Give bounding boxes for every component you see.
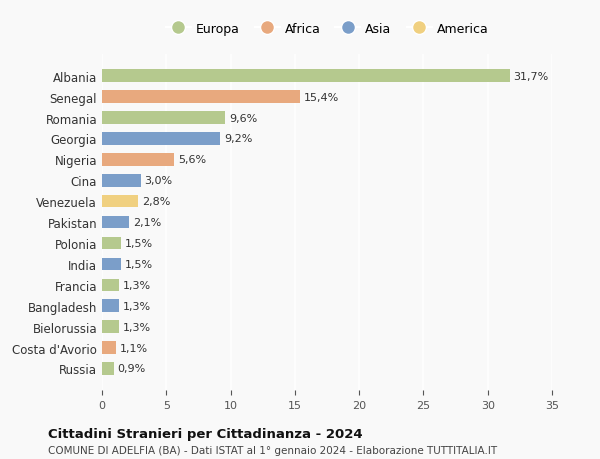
Bar — [102, 363, 113, 375]
Bar — [102, 91, 300, 104]
Bar — [102, 174, 140, 187]
Bar — [102, 341, 116, 354]
Text: 9,6%: 9,6% — [229, 113, 257, 123]
Bar — [102, 321, 119, 333]
Text: 1,3%: 1,3% — [122, 280, 151, 290]
Text: 2,1%: 2,1% — [133, 218, 161, 228]
Bar — [102, 70, 509, 83]
Text: 2,8%: 2,8% — [142, 197, 170, 207]
Text: 1,5%: 1,5% — [125, 259, 153, 269]
Text: 31,7%: 31,7% — [514, 72, 548, 82]
Text: 0,9%: 0,9% — [118, 364, 146, 374]
Bar — [102, 216, 129, 229]
Bar — [102, 154, 174, 166]
Bar — [102, 300, 119, 312]
Text: 5,6%: 5,6% — [178, 155, 206, 165]
Bar — [102, 133, 220, 146]
Text: 1,1%: 1,1% — [120, 343, 148, 353]
Text: 1,3%: 1,3% — [122, 322, 151, 332]
Text: 9,2%: 9,2% — [224, 134, 253, 144]
Bar — [102, 196, 138, 208]
Text: 1,3%: 1,3% — [122, 301, 151, 311]
Legend: Europa, Africa, Asia, America: Europa, Africa, Asia, America — [161, 18, 493, 41]
Text: 3,0%: 3,0% — [145, 176, 173, 186]
Text: 15,4%: 15,4% — [304, 92, 339, 102]
Bar — [102, 112, 226, 124]
Bar — [102, 279, 119, 291]
Text: Cittadini Stranieri per Cittadinanza - 2024: Cittadini Stranieri per Cittadinanza - 2… — [48, 427, 362, 440]
Text: 1,5%: 1,5% — [125, 239, 153, 248]
Bar — [102, 237, 121, 250]
Bar — [102, 258, 121, 271]
Text: COMUNE DI ADELFIA (BA) - Dati ISTAT al 1° gennaio 2024 - Elaborazione TUTTITALIA: COMUNE DI ADELFIA (BA) - Dati ISTAT al 1… — [48, 445, 497, 455]
